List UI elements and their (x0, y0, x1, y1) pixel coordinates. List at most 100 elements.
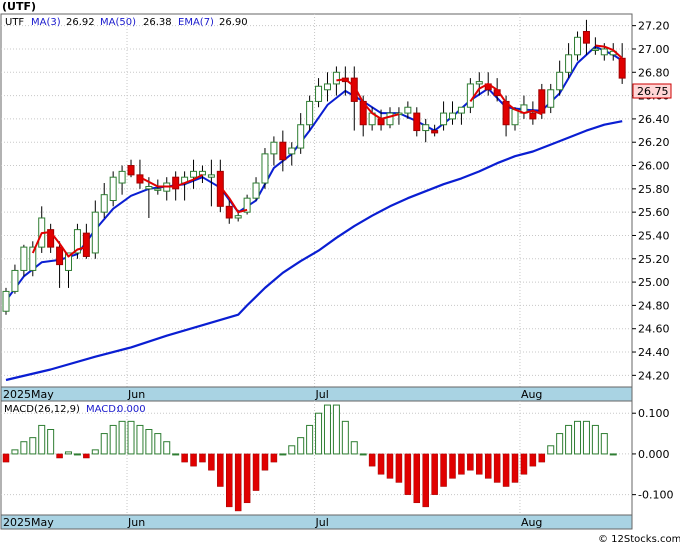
macd-bar-negative (484, 453, 492, 479)
macd-bar-negative (395, 453, 403, 483)
candle-up (20, 246, 28, 271)
ma3-path (31, 231, 87, 258)
candle-down (127, 165, 135, 176)
macd-bar-positive (600, 433, 608, 455)
price-axis-ticks: 24.20 24.40 24.60 24.80 25.00 25.20 25.40 25.60… (632, 20, 670, 382)
candle-down (225, 205, 233, 219)
candle-down (47, 229, 55, 248)
month-labels-top: 2025May Jun Jul Aug (3, 388, 542, 401)
candle-up (440, 112, 448, 126)
candle-up (315, 85, 323, 102)
candle-up (154, 188, 162, 191)
price-tick-label: 26.40 (638, 113, 670, 126)
macd-bar-negative (261, 453, 269, 471)
month-labels-bottom: 2025May Jun Jul Aug (3, 516, 542, 529)
price-tick-label: 25.40 (638, 229, 670, 242)
legend-ma3-value: 26.92 (66, 17, 95, 28)
candle-up (65, 252, 73, 271)
price-tick-label: 27.20 (638, 20, 670, 33)
macd-bar-negative (190, 453, 197, 467)
ma3-path (336, 78, 400, 120)
candle-down (279, 141, 287, 161)
legend-ma50-label: MA(50) (100, 17, 136, 28)
macd-bar-positive (136, 424, 144, 455)
candle-up (288, 147, 296, 155)
price-tick-label: 24.40 (638, 346, 670, 359)
macd-bar-negative (520, 453, 528, 475)
macd-bar-negative (252, 453, 260, 491)
macd-bar-positive (565, 424, 573, 455)
macd-bar-negative (538, 453, 546, 463)
candle-up (118, 170, 126, 184)
macd-bar-positive (591, 424, 599, 455)
macd-bar-positive (279, 453, 287, 456)
macd-bar-negative (199, 453, 206, 463)
macd-bar-negative (529, 453, 537, 467)
candle-down (431, 130, 439, 134)
legend-ticker: UTF (5, 17, 24, 28)
macd-bar-positive (359, 453, 367, 456)
macd-bar-positive (20, 441, 28, 455)
candle-up (600, 48, 608, 56)
month-label: Jul (315, 516, 329, 529)
legend-ema7-label: EMA(7) (178, 17, 214, 28)
ma3-path (469, 82, 543, 116)
candle-down (56, 246, 64, 266)
candle-down (529, 112, 537, 120)
ma3-line (31, 44, 623, 258)
legend-ma50-value: 26.38 (143, 17, 172, 28)
month-label: 2025May (3, 516, 54, 529)
candle-up (547, 89, 555, 108)
candle-up (449, 112, 456, 120)
macd-bar-negative (181, 453, 188, 463)
macd-bar-positive (323, 404, 331, 455)
watermark: © 12Stocks.com (598, 534, 680, 545)
candle-down (413, 112, 421, 132)
macd-bar-negative (377, 453, 385, 475)
macd-bar-negative (270, 453, 278, 463)
macd-bar-positive (118, 420, 126, 455)
price-tick-label: 25.00 (638, 276, 670, 289)
macd-bar-positive (172, 453, 180, 456)
candle-up (234, 215, 242, 219)
ma50-path (5, 120, 623, 382)
macd-bar-negative (56, 453, 63, 459)
candle-up (556, 71, 564, 91)
legend-ma3-label: MA(3) (31, 17, 61, 28)
candle-down (582, 30, 590, 44)
macd-bar-positive (100, 433, 108, 455)
month-separators (126, 14, 521, 387)
macd-bar-negative (476, 453, 483, 475)
macd-bar-negative (243, 453, 251, 504)
macd-value-label: MACD: (86, 404, 119, 415)
candle-up (261, 153, 269, 184)
candle-up (475, 81, 483, 85)
macd-bar-positive (145, 429, 153, 455)
macd-bar-negative (458, 453, 465, 475)
last-price-label: 26.75 (637, 85, 669, 98)
candle-up (466, 83, 474, 108)
macd-bar-positive (11, 449, 19, 455)
macd-bar-positive (332, 404, 340, 455)
macd-bar-negative (502, 453, 510, 487)
macd-month-separators (126, 401, 521, 515)
macd-bar-positive (38, 424, 46, 455)
candle-up (207, 174, 215, 178)
macd-bar-positive (65, 451, 73, 455)
ma50-line (5, 120, 623, 382)
macd-bar-negative (234, 453, 242, 512)
candle-up (73, 229, 81, 254)
macd-tick-label: -0.100 (638, 489, 673, 502)
candle-up (252, 182, 260, 199)
price-tick-label: 26.00 (638, 160, 670, 173)
month-label: Jul (315, 388, 329, 401)
candle-down (618, 57, 626, 79)
candle-up (100, 194, 108, 213)
candle-up (591, 48, 599, 51)
price-tick-label: 26.20 (638, 136, 670, 149)
macd-bar-positive (574, 420, 582, 455)
candle-up (243, 197, 251, 213)
ma3-path (139, 174, 203, 188)
candle-down (172, 176, 180, 190)
